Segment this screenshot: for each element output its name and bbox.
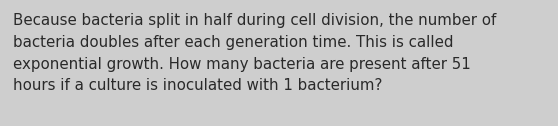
Text: Because bacteria split in half during cell division, the number of: Because bacteria split in half during ce…	[13, 13, 497, 28]
Text: exponential growth. How many bacteria are present after 51: exponential growth. How many bacteria ar…	[13, 56, 471, 71]
Text: hours if a culture is inoculated with 1 bacterium?: hours if a culture is inoculated with 1 …	[13, 78, 382, 93]
Text: bacteria doubles after each generation time. This is called: bacteria doubles after each generation t…	[13, 35, 454, 50]
